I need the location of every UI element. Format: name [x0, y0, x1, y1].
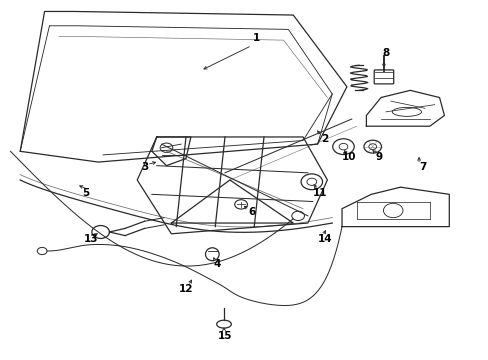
- Text: 7: 7: [418, 162, 426, 172]
- Text: 11: 11: [312, 188, 326, 198]
- Text: 13: 13: [83, 234, 98, 244]
- Text: 4: 4: [214, 259, 221, 269]
- Text: 15: 15: [217, 331, 232, 341]
- Text: 10: 10: [342, 152, 356, 162]
- Text: 5: 5: [82, 188, 89, 198]
- Text: 3: 3: [141, 162, 148, 172]
- Text: 1: 1: [253, 33, 260, 43]
- Text: 14: 14: [317, 234, 331, 244]
- Text: 6: 6: [248, 207, 255, 217]
- Text: 8: 8: [382, 48, 389, 58]
- Text: 2: 2: [321, 134, 328, 144]
- Text: 9: 9: [374, 152, 382, 162]
- Text: 12: 12: [179, 284, 193, 294]
